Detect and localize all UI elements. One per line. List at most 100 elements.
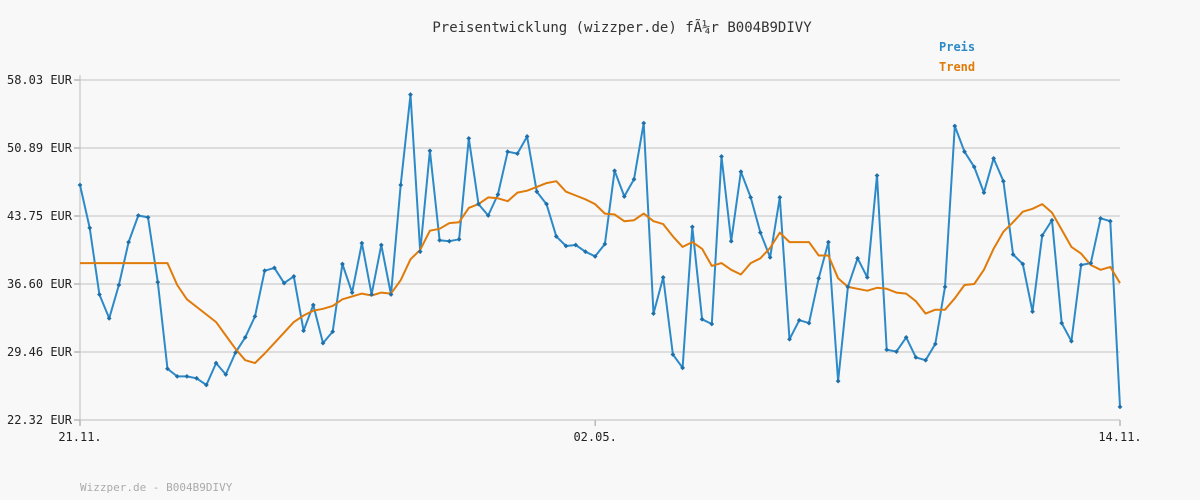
y-axis-ticks: 58.03 EUR 50.89 EUR 43.75 EUR 36.60 EUR 29.4… bbox=[7, 73, 80, 427]
preis-point bbox=[271, 265, 277, 271]
preis-point bbox=[233, 350, 238, 355]
preis-point bbox=[689, 224, 695, 230]
preis-point bbox=[1030, 309, 1035, 315]
preis-point bbox=[165, 366, 170, 372]
x-axis-ticks: 21.11. 02.05. 14.11. bbox=[58, 420, 1142, 444]
preis-point bbox=[748, 194, 754, 200]
preis-point bbox=[495, 192, 501, 197]
preis-point bbox=[670, 352, 676, 357]
x-tick-label-0: 21.11. bbox=[58, 430, 101, 444]
series-layer bbox=[77, 92, 1123, 410]
preis-point bbox=[534, 189, 540, 195]
legend-trend: Trend bbox=[939, 60, 975, 74]
preis-point bbox=[845, 284, 851, 290]
y-tick-label-0: 58.03 EUR bbox=[7, 73, 73, 87]
chart-title: Preisentwicklung (wizzper.de) fÃ¼r B004B… bbox=[432, 19, 812, 36]
x-tick-label-2: 14.11. bbox=[1098, 430, 1141, 444]
y-tick-label-1: 50.89 EUR bbox=[7, 141, 73, 155]
preis-point bbox=[155, 279, 161, 285]
preis-point bbox=[621, 194, 627, 199]
preis-point bbox=[1000, 178, 1006, 184]
grid-lines bbox=[80, 79, 1120, 353]
preis-point bbox=[417, 249, 423, 255]
preis-point bbox=[894, 349, 899, 355]
preis-point bbox=[466, 135, 472, 141]
preis-point bbox=[962, 149, 967, 155]
preis-point bbox=[1039, 233, 1045, 238]
footer-credit: Wizzper.de - B004B9DIVY bbox=[80, 481, 233, 494]
preis-point bbox=[213, 360, 219, 366]
series-line-preis bbox=[79, 93, 1121, 407]
preis-point bbox=[1088, 260, 1094, 266]
preis-point bbox=[446, 238, 452, 244]
preis-point bbox=[184, 373, 190, 379]
y-tick-label-5: 22.32 EUR bbox=[7, 413, 73, 427]
preis-point bbox=[485, 213, 491, 218]
preis-point bbox=[514, 151, 520, 156]
preis-point bbox=[320, 340, 326, 346]
preis-point bbox=[97, 292, 102, 297]
preis-point bbox=[427, 148, 433, 154]
preis-point bbox=[835, 378, 841, 384]
preis-point bbox=[631, 176, 637, 182]
preis-point bbox=[884, 347, 890, 353]
y-tick-label-4: 29.46 EUR bbox=[7, 345, 73, 359]
preis-point bbox=[252, 314, 258, 319]
preis-point bbox=[757, 230, 763, 236]
preis-point bbox=[203, 382, 209, 388]
preis-point bbox=[223, 372, 229, 377]
y-tick-label-2: 43.75 EUR bbox=[7, 209, 73, 223]
preis-point bbox=[456, 236, 462, 242]
preis-point bbox=[194, 375, 200, 381]
preis-markers bbox=[77, 92, 1123, 410]
preis-point bbox=[310, 302, 316, 308]
preis-point bbox=[641, 120, 647, 126]
preis-point bbox=[408, 92, 413, 97]
preis-point bbox=[301, 328, 306, 334]
preis-point bbox=[398, 182, 404, 188]
preis-point bbox=[932, 341, 938, 347]
preis-point bbox=[126, 239, 131, 245]
preis-point bbox=[1059, 320, 1065, 326]
preis-point bbox=[1098, 215, 1103, 221]
preis-point bbox=[787, 336, 792, 342]
preis-point bbox=[796, 317, 802, 323]
preis-point bbox=[573, 242, 579, 248]
preis-point bbox=[524, 134, 530, 139]
preis-point bbox=[660, 274, 666, 280]
preis-point bbox=[437, 237, 443, 243]
preis-point bbox=[767, 254, 773, 260]
y-tick-label-3: 36.60 EUR bbox=[7, 277, 73, 291]
preis-point bbox=[816, 275, 822, 281]
preis-point bbox=[709, 321, 715, 327]
preis-point bbox=[971, 164, 977, 170]
preis-point bbox=[991, 155, 997, 161]
legend-preis: Preis bbox=[939, 40, 975, 54]
preis-point bbox=[806, 320, 812, 326]
preis-point bbox=[592, 254, 598, 259]
preis-point bbox=[728, 238, 734, 244]
preis-point bbox=[651, 311, 656, 316]
preis-point bbox=[349, 290, 355, 296]
preis-point bbox=[1020, 261, 1026, 267]
preis-point bbox=[369, 292, 374, 297]
preis-point bbox=[864, 274, 870, 280]
preis-point bbox=[145, 214, 151, 220]
preis-point bbox=[388, 292, 394, 297]
x-tick-label-1: 02.05. bbox=[573, 430, 616, 444]
preis-point bbox=[378, 242, 384, 248]
preis-point bbox=[1069, 338, 1074, 344]
preis-point bbox=[612, 168, 617, 174]
preis-point bbox=[77, 182, 83, 188]
preis-point bbox=[981, 190, 987, 196]
preis-point bbox=[262, 268, 268, 274]
preis-point bbox=[553, 234, 559, 239]
preis-point bbox=[923, 357, 929, 363]
preis-point bbox=[359, 240, 365, 246]
preis-point bbox=[1117, 404, 1123, 410]
preis-point bbox=[913, 354, 919, 360]
preis-point bbox=[942, 284, 948, 290]
preis-point bbox=[826, 239, 831, 245]
preis-point bbox=[680, 365, 686, 371]
preis-point bbox=[505, 149, 511, 155]
